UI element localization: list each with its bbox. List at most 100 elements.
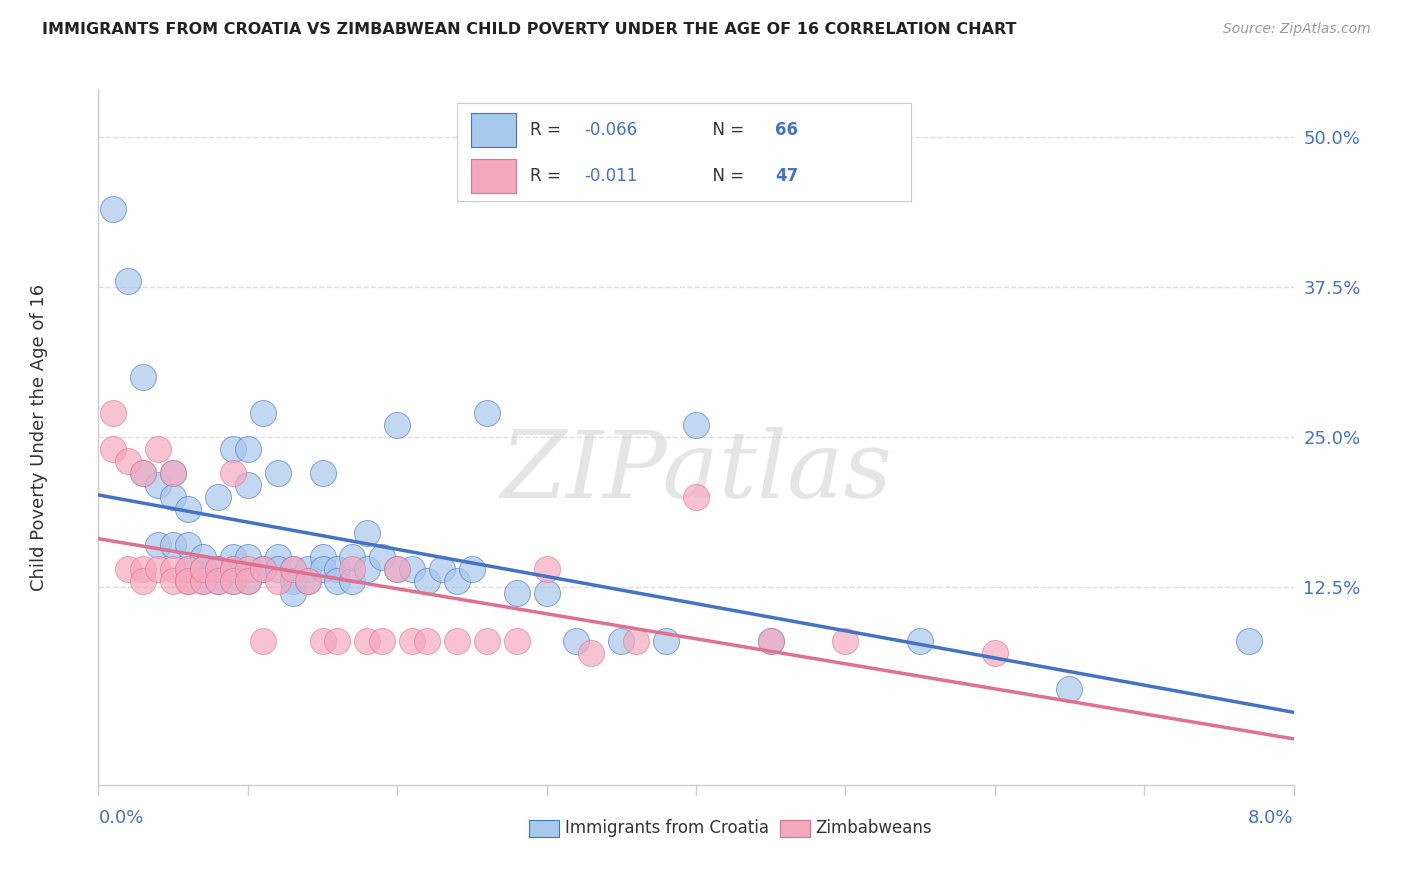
Text: Zimbabweans: Zimbabweans bbox=[815, 819, 932, 837]
Point bbox=[222, 574, 245, 588]
Point bbox=[536, 562, 558, 576]
Point bbox=[430, 562, 453, 576]
Point bbox=[177, 574, 200, 588]
Text: 0.0%: 0.0% bbox=[98, 809, 143, 827]
Point bbox=[162, 562, 184, 576]
Point bbox=[446, 574, 468, 588]
Point bbox=[342, 562, 364, 576]
Text: Immigrants from Croatia: Immigrants from Croatia bbox=[565, 819, 769, 837]
Point bbox=[207, 574, 229, 588]
Point bbox=[297, 574, 319, 588]
Point bbox=[685, 490, 707, 504]
Point bbox=[148, 442, 170, 456]
Point bbox=[103, 406, 125, 420]
Point bbox=[191, 574, 214, 588]
Point bbox=[581, 646, 603, 660]
Point bbox=[908, 634, 931, 648]
Point bbox=[385, 562, 409, 576]
Point bbox=[222, 549, 245, 564]
Point bbox=[162, 466, 184, 480]
Point bbox=[1237, 634, 1260, 648]
Point bbox=[685, 418, 707, 433]
Point bbox=[297, 574, 319, 588]
Point bbox=[103, 202, 125, 216]
Point bbox=[536, 586, 558, 600]
Point bbox=[356, 562, 378, 576]
Point bbox=[236, 478, 259, 492]
Point bbox=[506, 634, 529, 648]
Point bbox=[148, 538, 170, 552]
Point bbox=[565, 634, 588, 648]
Point bbox=[191, 562, 214, 576]
Point bbox=[461, 562, 484, 576]
Point bbox=[252, 634, 274, 648]
Point bbox=[222, 562, 245, 576]
Point bbox=[326, 634, 349, 648]
Point bbox=[177, 574, 200, 588]
Point bbox=[177, 562, 200, 576]
Point bbox=[326, 574, 349, 588]
Text: 8.0%: 8.0% bbox=[1249, 809, 1294, 827]
Point bbox=[132, 574, 155, 588]
Point bbox=[416, 574, 439, 588]
Point bbox=[311, 562, 333, 576]
Point bbox=[191, 549, 214, 564]
Point bbox=[236, 574, 259, 588]
Point bbox=[236, 549, 259, 564]
Point bbox=[342, 574, 364, 588]
Point bbox=[132, 562, 155, 576]
Point bbox=[222, 466, 245, 480]
Point bbox=[297, 562, 319, 576]
Text: Child Poverty Under the Age of 16: Child Poverty Under the Age of 16 bbox=[30, 284, 48, 591]
Point bbox=[236, 442, 259, 456]
Point bbox=[117, 454, 139, 468]
Point bbox=[655, 634, 678, 648]
Point bbox=[236, 562, 259, 576]
Point bbox=[267, 562, 290, 576]
Point bbox=[236, 574, 259, 588]
Point bbox=[117, 562, 139, 576]
Point bbox=[281, 574, 304, 588]
Point bbox=[311, 549, 333, 564]
Point bbox=[267, 549, 290, 564]
Text: IMMIGRANTS FROM CROATIA VS ZIMBABWEAN CHILD POVERTY UNDER THE AGE OF 16 CORRELAT: IMMIGRANTS FROM CROATIA VS ZIMBABWEAN CH… bbox=[42, 22, 1017, 37]
Point bbox=[356, 634, 378, 648]
Point bbox=[132, 370, 155, 384]
Text: ZIPatlas: ZIPatlas bbox=[501, 427, 891, 516]
Point bbox=[191, 574, 214, 588]
Point bbox=[311, 466, 333, 480]
Point bbox=[177, 538, 200, 552]
Point bbox=[252, 562, 274, 576]
Point bbox=[207, 490, 229, 504]
Point bbox=[446, 634, 468, 648]
Point bbox=[759, 634, 782, 648]
Point bbox=[132, 466, 155, 480]
Point bbox=[475, 634, 498, 648]
Point bbox=[385, 562, 409, 576]
Point bbox=[103, 442, 125, 456]
Point bbox=[342, 549, 364, 564]
Point bbox=[475, 406, 498, 420]
Point bbox=[252, 406, 274, 420]
Point bbox=[281, 562, 304, 576]
Point bbox=[207, 562, 229, 576]
Point bbox=[326, 562, 349, 576]
Point bbox=[401, 562, 423, 576]
Point bbox=[252, 562, 274, 576]
Point bbox=[132, 466, 155, 480]
Point bbox=[281, 586, 304, 600]
Point bbox=[162, 574, 184, 588]
Point bbox=[191, 562, 214, 576]
Point bbox=[356, 526, 378, 541]
Point bbox=[834, 634, 856, 648]
Point bbox=[162, 538, 184, 552]
Point bbox=[385, 418, 409, 433]
Point bbox=[506, 586, 529, 600]
Point bbox=[162, 466, 184, 480]
Point bbox=[626, 634, 648, 648]
Point bbox=[610, 634, 633, 648]
Point bbox=[148, 478, 170, 492]
Bar bbox=[529, 820, 558, 837]
Point bbox=[267, 574, 290, 588]
Point bbox=[222, 442, 245, 456]
